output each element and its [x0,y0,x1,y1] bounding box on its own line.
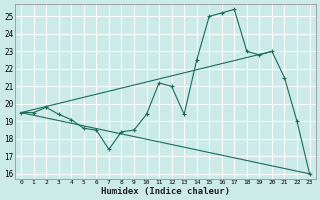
X-axis label: Humidex (Indice chaleur): Humidex (Indice chaleur) [101,187,230,196]
